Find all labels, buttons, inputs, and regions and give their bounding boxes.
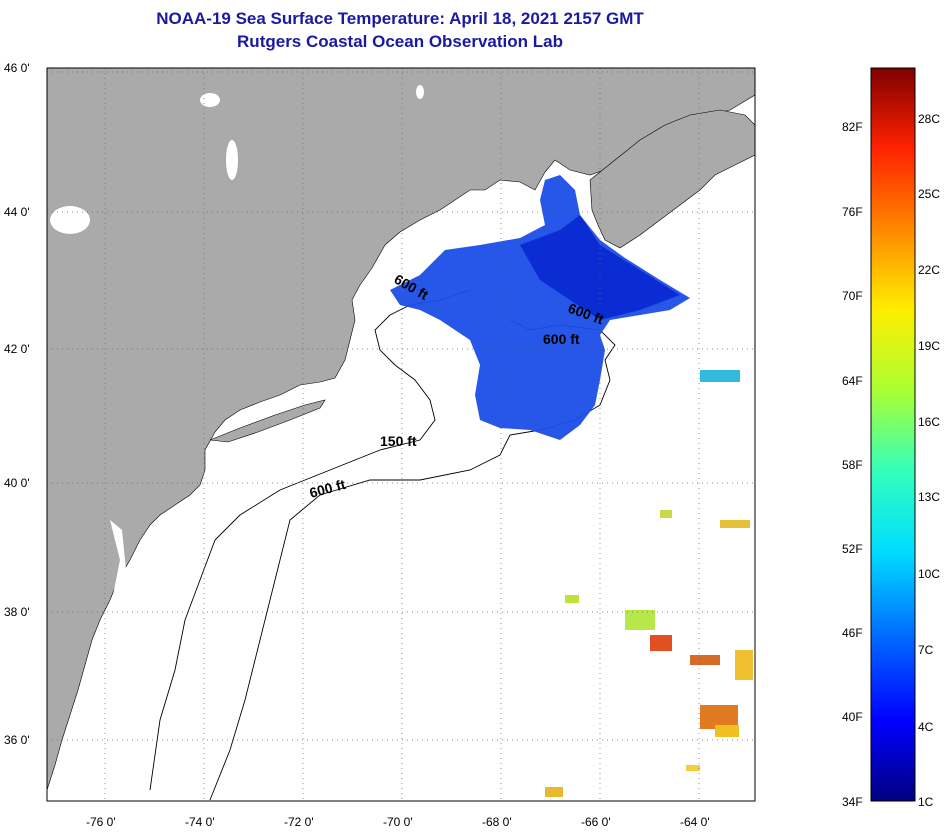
colorbar [870,67,916,802]
colorbar-c-label: 19C [918,339,940,353]
colorbar-fahrenheit-labels: 82F 76F 70F 64F 58F 52F 46F 40F 34F [842,120,863,809]
colorbar-c-label: 16C [918,415,940,429]
colorbar-f-label: 52F [842,542,863,556]
lat-label: 42 0' [4,342,30,356]
sst-scatter [545,370,753,797]
contour-600ft [209,319,616,801]
land-nova-scotia [589,109,755,249]
land-long-island [209,399,326,443]
colorbar-f-label: 76F [842,205,863,219]
colorbar-c-label: 4C [918,720,934,734]
contour-label: 600 ft [308,476,348,501]
colorbar-c-label: 22C [918,263,940,277]
sst-gulf-of-maine [390,175,690,440]
latitude-labels: 46 0' 44 0' 42 0' 40 0' 38 0' 36 0' [4,61,30,747]
lon-label: -66 0' [581,815,611,829]
lon-label: -72 0' [284,815,314,829]
colorbar-c-label: 28C [918,112,940,126]
lat-label: 40 0' [4,476,30,490]
colorbar-f-label: 70F [842,289,863,303]
lat-label: 44 0' [4,205,30,219]
colorbar-f-label: 82F [842,120,863,134]
lon-label: -64 0' [680,815,710,829]
colorbar-celsius-labels: 28C 25C 22C 19C 16C 13C 10C 7C 4C 1C [918,112,940,809]
contour-label: 600 ft [543,331,580,347]
map-subtitle: Rutgers Coastal Ocean Observation Lab [237,32,563,51]
land-mainland [47,68,755,791]
lon-label: -76 0' [86,815,116,829]
colorbar-c-label: 10C [918,567,940,581]
map-title: NOAA-19 Sea Surface Temperature: April 1… [156,9,644,28]
lon-label: -74 0' [185,815,215,829]
graticule [47,68,755,801]
contour-label: 150 ft [380,433,417,449]
colorbar-c-label: 13C [918,490,940,504]
colorbar-f-label: 46F [842,626,863,640]
colorbar-f-label: 64F [842,374,863,388]
lat-label: 38 0' [4,605,30,619]
lon-label: -70 0' [383,815,413,829]
longitude-labels: -76 0' -74 0' -72 0' -70 0' -68 0' -66 0… [86,815,710,829]
colorbar-f-label: 58F [842,458,863,472]
colorbar-c-label: 7C [918,643,934,657]
lat-label: 36 0' [4,733,30,747]
contour-150ft [149,289,471,791]
lat-label: 46 0' [4,61,30,75]
map-frame [46,67,756,802]
colorbar-c-label: 25C [918,187,940,201]
colorbar-c-label: 1C [918,795,934,809]
colorbar-f-label: 40F [842,710,863,724]
lon-label: -68 0' [482,815,512,829]
colorbar-f-label: 34F [842,795,863,809]
